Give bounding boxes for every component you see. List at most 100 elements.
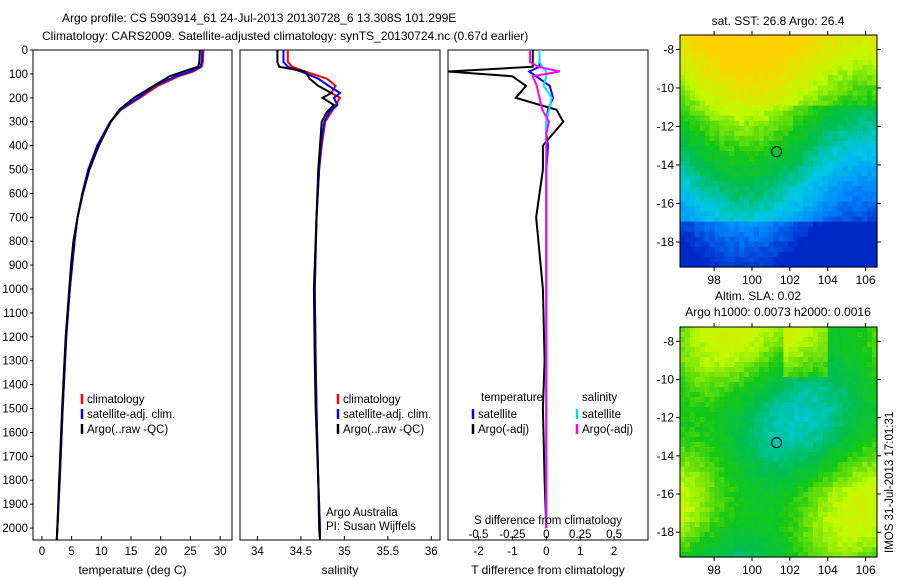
map-cell [709, 261, 716, 268]
map-cell [842, 221, 849, 228]
map-cell [778, 507, 785, 513]
map-cell [748, 135, 755, 142]
map-cell [812, 241, 819, 248]
map-cell [832, 256, 839, 263]
map-cell [847, 156, 853, 162]
map-cell [852, 145, 858, 152]
map-cell [812, 55, 819, 61]
map-cell [763, 397, 770, 403]
map-cell [867, 552, 873, 558]
map-cell [798, 357, 804, 363]
map-cell [872, 477, 878, 483]
x-tick-label: 106 [856, 273, 876, 287]
map-cell [798, 442, 804, 448]
map-cell [827, 176, 834, 182]
map-cell [872, 40, 878, 46]
map-cell [808, 327, 814, 333]
map-cell [753, 352, 760, 358]
map-cell [808, 181, 814, 187]
map-cell [803, 552, 809, 558]
map-cell [847, 552, 853, 558]
map-cell [847, 497, 853, 503]
map-cell [694, 402, 701, 408]
map-cell [842, 201, 849, 208]
map-cell [729, 507, 735, 513]
map-cell [694, 342, 701, 348]
map-cell [822, 482, 829, 488]
map-cell [857, 482, 863, 488]
map-cell [680, 497, 686, 503]
map-cell [778, 115, 785, 122]
map-cell [822, 120, 829, 127]
map-cell [734, 517, 740, 523]
map-cell [837, 402, 844, 408]
map-cell [812, 80, 819, 87]
map-cell [778, 417, 785, 423]
map-cell [773, 387, 780, 393]
map-cell [788, 166, 794, 172]
map-cell [748, 382, 755, 388]
map-cell [709, 467, 716, 473]
map-cell [783, 196, 789, 203]
map-cell [699, 427, 706, 433]
map-cell [857, 95, 863, 102]
map-cell [689, 75, 696, 81]
map-cell [783, 437, 789, 443]
map-cell [783, 211, 789, 218]
map-cell [729, 477, 735, 483]
map-cell [684, 221, 691, 228]
map-cell [699, 522, 706, 528]
map-cell [758, 397, 765, 403]
map-cell [798, 552, 804, 558]
map-cell [793, 191, 799, 197]
map-cell [857, 251, 863, 258]
map-cell [778, 171, 785, 177]
map-cell [872, 457, 878, 463]
map-cell [704, 527, 711, 533]
map-cell [847, 115, 853, 122]
map-cell [734, 362, 740, 368]
map-cell [812, 140, 819, 147]
y-tick-label: 2000 [2, 523, 28, 535]
map-cell [748, 347, 755, 353]
map-cell [734, 472, 740, 478]
map-cell [763, 140, 770, 147]
map-cell [773, 452, 780, 458]
map-cell [832, 130, 839, 137]
map-cell [842, 50, 849, 56]
map-cell [768, 75, 775, 81]
map-cell [847, 472, 853, 478]
map-cell [778, 80, 785, 87]
map-cell [714, 392, 720, 398]
map-cell [788, 372, 794, 378]
map-cell [684, 216, 691, 223]
map-cell [739, 115, 745, 122]
map-cell [872, 427, 878, 433]
map-cell [793, 105, 799, 112]
map-cell [694, 161, 701, 167]
map-cell [783, 166, 789, 172]
map-cell [709, 437, 716, 443]
map-cell [680, 347, 686, 353]
map-cell [699, 211, 706, 218]
map-cell [808, 231, 814, 238]
map-cell [812, 342, 819, 348]
map-cell [867, 55, 873, 61]
map-cell [822, 55, 829, 61]
map-cell [832, 196, 839, 203]
map-cell [842, 90, 849, 97]
map-cell [709, 407, 716, 413]
map-cell [704, 407, 711, 413]
map-cell [832, 377, 839, 383]
map-cell [783, 392, 789, 398]
map-cell [842, 392, 849, 398]
map-cell [817, 482, 824, 488]
map-cell [788, 497, 794, 503]
map-cell [724, 542, 730, 548]
map-cell [709, 140, 716, 147]
map-cell [793, 115, 799, 122]
map-cell [872, 85, 878, 92]
map-cell [847, 206, 853, 213]
map-cell [778, 206, 785, 213]
map-cell [867, 140, 873, 147]
